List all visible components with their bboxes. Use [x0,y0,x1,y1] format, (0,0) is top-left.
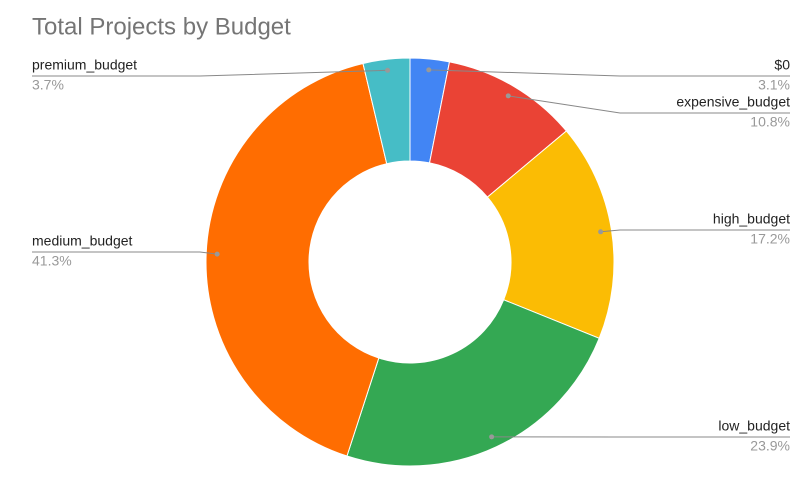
value-label: 3.7% [32,77,64,93]
leader-dot [214,251,220,257]
leader-line [600,229,790,233]
value-label: 3.1% [758,77,790,93]
leader-dot [598,229,604,235]
donut-slice [346,299,600,467]
leader-dot [385,67,391,73]
legend-label: medium_budget [32,233,133,249]
legend-label: expensive_budget [676,94,790,110]
legend-label: premium_budget [32,57,137,73]
value-label: 23.9% [750,438,790,454]
legend-label: low_budget [718,418,790,434]
value-label: 41.3% [32,253,72,269]
value-label: 10.8% [750,114,790,130]
donut-slice [486,130,615,339]
leader-line [32,251,218,255]
leader-dot [489,434,495,440]
value-label: 17.2% [750,231,790,247]
legend-label: $0 [774,57,790,73]
legend-label: high_budget [713,211,790,227]
leader-line [428,69,790,77]
leader-dot [505,93,511,99]
leader-line [508,95,790,114]
leader-dot [426,67,432,73]
donut-slice [362,57,411,165]
chart-title: Total Projects by Budget [32,13,291,40]
leader-line [32,69,388,77]
donut-slice [205,62,388,457]
